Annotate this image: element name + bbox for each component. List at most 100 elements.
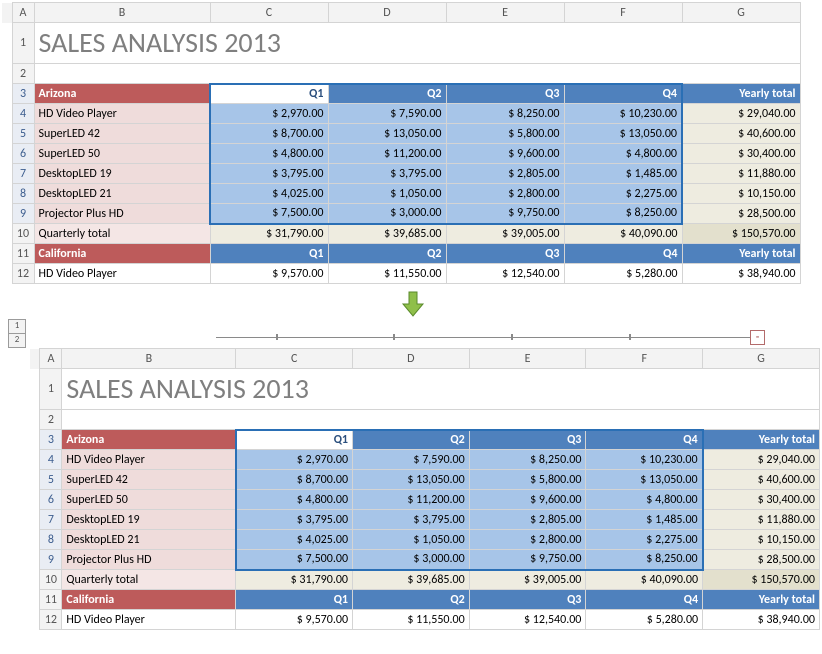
table-row[interactable]: 6 SuperLED 50 $ 4,800.00 $ 11,200.00 $ 9… xyxy=(30,490,820,510)
column-outline-bar[interactable]: 1 2 - xyxy=(2,324,820,348)
select-all-corner[interactable] xyxy=(30,349,40,369)
cell[interactable]: $ 2,970.00 xyxy=(236,450,353,470)
cell[interactable]: $ 5,280.00 xyxy=(586,610,703,630)
cell[interactable]: $ 3,795.00 xyxy=(210,164,328,184)
cell[interactable]: $ 7,590.00 xyxy=(353,450,470,470)
cell[interactable]: $ 9,570.00 xyxy=(236,610,353,630)
col-header-c[interactable]: C xyxy=(210,3,328,23)
row-header[interactable]: 11 xyxy=(12,244,34,264)
cell[interactable]: $ 9,750.00 xyxy=(469,550,586,570)
table-row[interactable]: 10 Quarterly total $ 31,790.00 $ 39,685.… xyxy=(2,224,800,244)
cell[interactable]: $ 4,800.00 xyxy=(210,144,328,164)
row-header[interactable]: 7 xyxy=(12,164,34,184)
cell[interactable]: $ 5,800.00 xyxy=(469,470,586,490)
yearly-total-cell[interactable]: $ 40,600.00 xyxy=(682,124,800,144)
table-row[interactable]: 10 Quarterly total $ 31,790.00 $ 39,685.… xyxy=(30,570,820,590)
yearly-total-cell[interactable]: $ 29,040.00 xyxy=(682,104,800,124)
yearly-total-cell[interactable]: $ 38,940.00 xyxy=(703,610,820,630)
col-header-f[interactable]: F xyxy=(564,3,682,23)
row-header[interactable]: 8 xyxy=(40,530,62,550)
yearly-total-cell[interactable]: $ 38,940.00 xyxy=(682,264,800,284)
cell[interactable]: $ 7,500.00 xyxy=(210,204,328,224)
col-header-e[interactable]: E xyxy=(469,349,586,369)
table-row[interactable]: 3 Arizona Q1 Q2 Q3 Q4 Yearly total xyxy=(2,84,800,104)
table-row[interactable]: 8 DesktopLED 21 $ 4,025.00 $ 1,050.00 $ … xyxy=(2,184,800,204)
cell[interactable]: $ 13,050.00 xyxy=(328,124,446,144)
cell[interactable]: $ 10,230.00 xyxy=(564,104,682,124)
yearly-total-cell[interactable]: $ 29,040.00 xyxy=(703,450,820,470)
cell[interactable]: $ 7,590.00 xyxy=(328,104,446,124)
quarterly-total-cell[interactable]: $ 40,090.00 xyxy=(564,224,682,244)
quarterly-total-cell[interactable]: $ 31,790.00 xyxy=(236,570,353,590)
col-header-d[interactable]: D xyxy=(353,349,470,369)
table-row[interactable]: 12 HD Video Player $ 9,570.00 $ 11,550.0… xyxy=(2,264,800,284)
col-header-d[interactable]: D xyxy=(328,3,446,23)
col-header-c[interactable]: C xyxy=(236,349,353,369)
grand-total-cell[interactable]: $ 150,570.00 xyxy=(703,570,820,590)
table-row[interactable]: 5 SuperLED 42 $ 8,700.00 $ 13,050.00 $ 5… xyxy=(30,470,820,490)
row-header[interactable]: 3 xyxy=(12,84,34,104)
cell[interactable]: $ 8,250.00 xyxy=(564,204,682,224)
group-collapse-button[interactable]: - xyxy=(750,330,765,345)
row-header[interactable]: 9 xyxy=(12,204,34,224)
cell[interactable]: $ 1,485.00 xyxy=(564,164,682,184)
cell[interactable]: $ 11,550.00 xyxy=(328,264,446,284)
cell[interactable]: $ 5,800.00 xyxy=(446,124,564,144)
quarterly-total-cell[interactable]: $ 39,005.00 xyxy=(446,224,564,244)
cell[interactable]: $ 12,540.00 xyxy=(469,610,586,630)
cell[interactable]: $ 7,500.00 xyxy=(236,550,353,570)
cell[interactable]: $ 2,800.00 xyxy=(469,530,586,550)
yearly-total-cell[interactable]: $ 11,880.00 xyxy=(682,164,800,184)
cell[interactable]: $ 4,800.00 xyxy=(236,490,353,510)
row-header[interactable]: 12 xyxy=(40,610,62,630)
column-header-row[interactable]: A B C D E F G xyxy=(2,3,800,23)
row-header[interactable]: 4 xyxy=(40,450,62,470)
table-row[interactable]: 2 xyxy=(30,410,820,430)
cell[interactable]: $ 8,250.00 xyxy=(469,450,586,470)
yearly-total-cell[interactable]: $ 10,150.00 xyxy=(682,184,800,204)
cell[interactable]: $ 2,970.00 xyxy=(210,104,328,124)
outline-level-1-button[interactable]: 1 xyxy=(8,319,26,334)
table-row[interactable]: 7 DesktopLED 19 $ 3,795.00 $ 3,795.00 $ … xyxy=(2,164,800,184)
column-header-row[interactable]: A B C D E F G xyxy=(30,349,820,369)
table-row[interactable]: 9 Projector Plus HD $ 7,500.00 $ 3,000.0… xyxy=(2,204,800,224)
cell[interactable]: $ 8,250.00 xyxy=(446,104,564,124)
row-header[interactable]: 8 xyxy=(12,184,34,204)
cell[interactable]: $ 9,600.00 xyxy=(469,490,586,510)
cell[interactable]: $ 1,050.00 xyxy=(328,184,446,204)
cell[interactable]: $ 3,795.00 xyxy=(328,164,446,184)
table-row[interactable]: 4 HD Video Player $ 2,970.00 $ 7,590.00 … xyxy=(2,104,800,124)
cell[interactable]: $ 3,795.00 xyxy=(236,510,353,530)
col-header-a[interactable]: A xyxy=(40,349,62,369)
yearly-total-cell[interactable]: $ 40,600.00 xyxy=(703,470,820,490)
row-header[interactable]: 6 xyxy=(40,490,62,510)
table-row[interactable]: 11 California Q1 Q2 Q3 Q4 Yearly total xyxy=(2,244,800,264)
spreadsheet-bottom[interactable]: A B C D E F G 1 SALES ANALYSIS 2013 2 3 … xyxy=(30,348,820,630)
row-header[interactable]: 4 xyxy=(12,104,34,124)
cell[interactable]: $ 9,600.00 xyxy=(446,144,564,164)
row-header[interactable]: 5 xyxy=(40,470,62,490)
row-header[interactable]: 1 xyxy=(40,369,62,410)
yearly-total-cell[interactable]: $ 28,500.00 xyxy=(703,550,820,570)
row-header[interactable]: 3 xyxy=(40,430,62,450)
table-row[interactable]: 8 DesktopLED 21 $ 4,025.00 $ 1,050.00 $ … xyxy=(30,530,820,550)
cell[interactable]: $ 1,050.00 xyxy=(353,530,470,550)
cell[interactable]: $ 4,025.00 xyxy=(236,530,353,550)
cell[interactable]: $ 2,805.00 xyxy=(469,510,586,530)
row-header[interactable]: 9 xyxy=(40,550,62,570)
cell[interactable]: $ 12,540.00 xyxy=(446,264,564,284)
row-header[interactable]: 6 xyxy=(12,144,34,164)
table-row[interactable]: 1 SALES ANALYSIS 2013 xyxy=(30,369,820,410)
col-header-e[interactable]: E xyxy=(446,3,564,23)
yearly-total-cell[interactable]: $ 28,500.00 xyxy=(682,204,800,224)
quarterly-total-cell[interactable]: $ 39,685.00 xyxy=(328,224,446,244)
quarterly-total-cell[interactable]: $ 31,790.00 xyxy=(210,224,328,244)
col-header-g[interactable]: G xyxy=(682,3,800,23)
yearly-total-cell[interactable]: $ 10,150.00 xyxy=(703,530,820,550)
yearly-total-cell[interactable]: $ 11,880.00 xyxy=(703,510,820,530)
cell[interactable]: $ 9,570.00 xyxy=(210,264,328,284)
col-header-g[interactable]: G xyxy=(703,349,820,369)
row-header[interactable]: 10 xyxy=(12,224,34,244)
cell[interactable]: $ 13,050.00 xyxy=(564,124,682,144)
table-row[interactable]: 2 xyxy=(2,64,800,84)
